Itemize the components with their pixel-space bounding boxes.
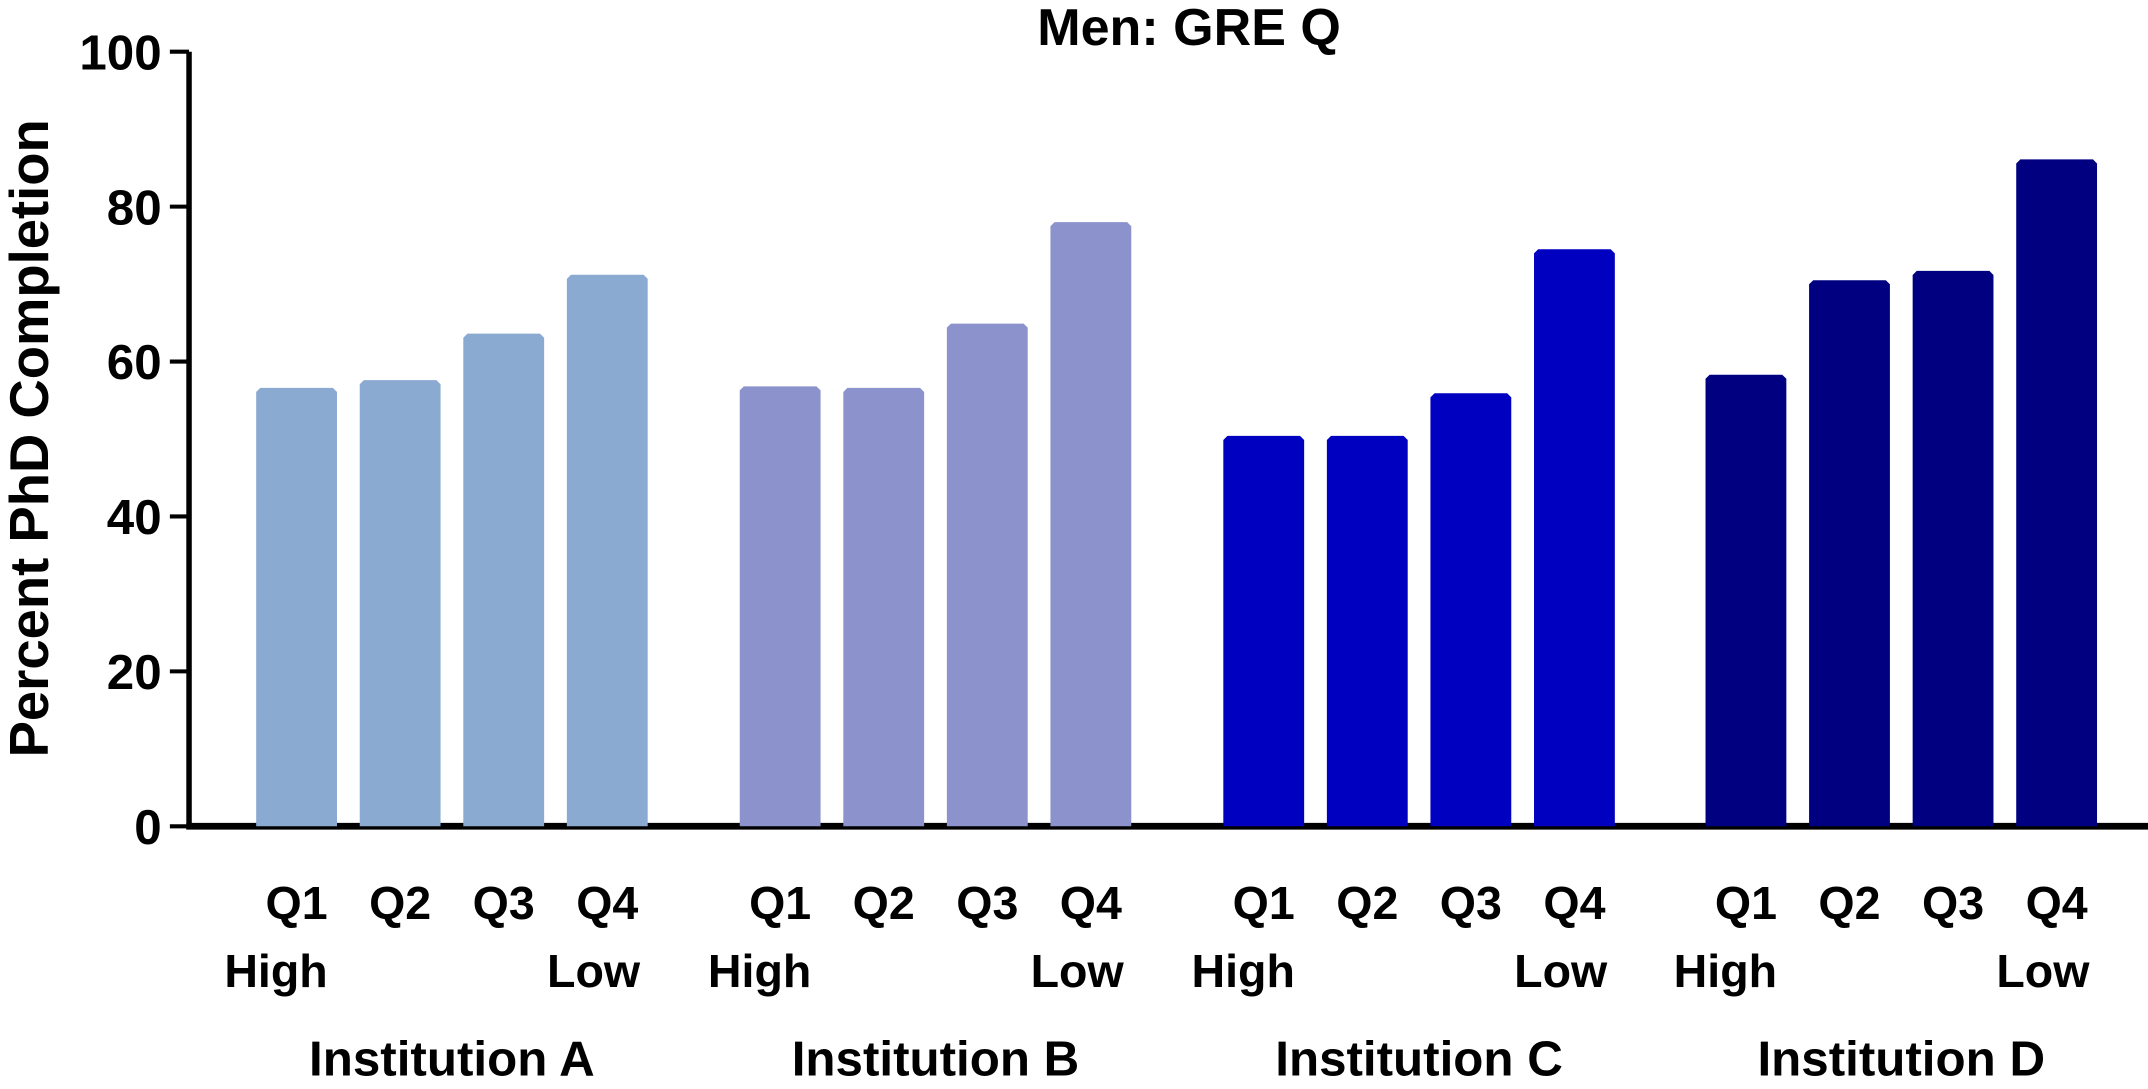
group-label: Institution C [1275, 1032, 1563, 1087]
bar-institution-a-q3 [463, 333, 545, 827]
x-sublabel: Low [1514, 945, 1608, 997]
y-tick-label: 20 [107, 645, 162, 700]
group-label: Institution D [1757, 1032, 2045, 1087]
x-sublabel: High [1674, 945, 1777, 997]
x-tick-label: Q1 [1233, 877, 1295, 929]
x-tick-label: Q2 [1336, 877, 1398, 929]
bar-institution-a-q4 [566, 274, 648, 827]
chart-title: Men: GRE Q [1037, 0, 1341, 56]
x-tick-label: Q3 [473, 877, 535, 929]
bar-institution-b-q3 [946, 323, 1028, 827]
bar-institution-b-q2 [843, 387, 925, 827]
y-tick-label: 0 [134, 800, 161, 855]
bar-institution-a-q1 [256, 387, 337, 827]
x-tick-label: Q3 [956, 877, 1018, 929]
x-tick-label: Q4 [1543, 877, 1605, 929]
bar-institution-c-q1 [1223, 435, 1305, 827]
x-sublabel: Low [1031, 945, 1125, 997]
bar-institution-c-q3 [1430, 393, 1512, 827]
x-tick-label: Q4 [576, 877, 638, 929]
x-tick-label: Q2 [1818, 877, 1880, 929]
bar-institution-b-q1 [739, 386, 821, 827]
x-tick-label: Q2 [369, 877, 431, 929]
y-tick-label: 60 [107, 335, 162, 390]
bar-institution-d-q2 [1809, 280, 1890, 827]
bar-institution-c-q4 [1534, 249, 1615, 827]
x-tick-label: Q4 [1060, 877, 1122, 929]
bar-institution-d-q3 [1912, 270, 1994, 827]
x-tick-label: Q1 [266, 877, 328, 929]
group-label: Institution B [792, 1032, 1080, 1087]
x-sublabel: Low [547, 945, 641, 997]
bar-institution-d-q4 [2016, 159, 2098, 827]
x-sublabel: High [708, 945, 811, 997]
x-tick-label: Q3 [1440, 877, 1502, 929]
bar-institution-c-q2 [1326, 435, 1408, 827]
y-tick-label: 80 [107, 180, 162, 235]
x-sublabel: High [224, 945, 327, 997]
y-axis-label: Percent PhD Completion [0, 119, 60, 757]
group-label: Institution A [309, 1032, 595, 1087]
bar-institution-b-q4 [1050, 222, 1132, 827]
bar-institution-d-q1 [1705, 374, 1787, 827]
y-tick-label: 40 [107, 490, 162, 545]
x-sublabel: Low [1996, 945, 2090, 997]
bar-institution-a-q2 [359, 380, 441, 827]
x-tick-label: Q3 [1922, 877, 1984, 929]
y-tick-label: 100 [79, 26, 161, 81]
x-tick-label: Q2 [853, 877, 915, 929]
x-tick-label: Q1 [1715, 877, 1777, 929]
x-tick-label: Q4 [2026, 877, 2088, 929]
x-sublabel: High [1191, 945, 1294, 997]
x-tick-label: Q1 [749, 877, 811, 929]
